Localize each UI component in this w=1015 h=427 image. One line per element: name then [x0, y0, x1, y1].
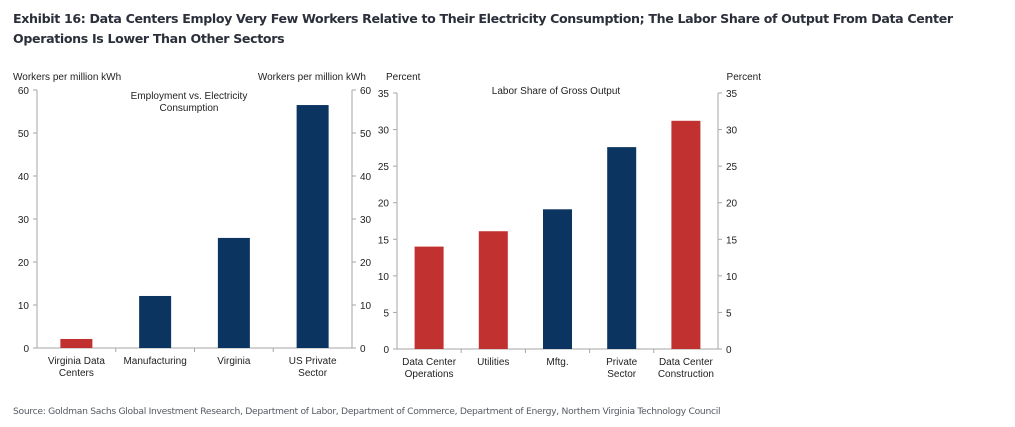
left-y-tick-label: 20	[378, 199, 390, 210]
bar	[414, 246, 444, 349]
left-y-tick-label: 15	[378, 235, 390, 246]
bar	[296, 105, 329, 348]
left-y-tick-label: 30	[378, 126, 390, 137]
x-category-label: Data Center	[402, 357, 457, 368]
x-category-label: Utilities	[477, 357, 509, 368]
bar	[543, 209, 572, 349]
right-y-tick-label: 40	[360, 172, 372, 183]
left-y-tick-label: 30	[18, 215, 30, 226]
left-y-tick-label: 20	[18, 258, 30, 269]
x-category-label: Data Center	[659, 357, 714, 368]
bar	[60, 338, 93, 348]
right-axis-unit-label: Percent	[727, 72, 762, 83]
left-y-tick-label: 50	[18, 129, 30, 140]
bar	[217, 237, 250, 348]
x-category-label: Virginia	[217, 356, 251, 367]
bar	[139, 295, 172, 348]
chart-2: 0 0 5 5 10 10 15 15 20 20 25 25 30 30 35 35 Percent Perce…	[378, 72, 761, 380]
x-category-label: Virginia Data	[48, 356, 106, 367]
exhibit-title: Exhibit 16: Data Centers Employ Very Few…	[13, 11, 953, 46]
x-category-label: US Private	[289, 356, 337, 367]
right-y-tick-label: 10	[360, 301, 372, 312]
chart-title: Labor Share of Gross Output	[492, 86, 621, 97]
chart-title: Consumption	[160, 103, 219, 114]
right-y-tick-label: 30	[360, 215, 372, 226]
right-y-tick-label: 0	[360, 344, 366, 355]
right-y-tick-label: 60	[360, 86, 372, 97]
left-y-tick-label: 10	[378, 272, 390, 283]
right-y-tick-label: 30	[726, 126, 738, 137]
right-y-tick-label: 10	[726, 272, 738, 283]
left-y-tick-label: 10	[18, 301, 30, 312]
x-category-label: Mftg.	[546, 357, 568, 368]
x-category-label: Construction	[658, 369, 714, 380]
right-y-tick-label: 25	[726, 162, 738, 173]
x-category-label: Sector	[607, 369, 637, 380]
left-y-tick-label: 40	[18, 172, 30, 183]
left-y-tick-label: 5	[383, 308, 389, 319]
right-y-tick-label: 0	[726, 345, 732, 356]
left-y-tick-label: 60	[18, 86, 30, 97]
left-y-tick-label: 0	[23, 344, 29, 355]
right-y-tick-label: 50	[360, 129, 372, 140]
source-note: Source: Goldman Sachs Global Investment …	[13, 406, 721, 417]
chart-1: 0 0 10 10 20 20 30 30 40 40 50 50 60 60 Workers per mi…	[13, 72, 372, 379]
x-category-label: Sector	[298, 368, 328, 379]
left-y-tick-label: 35	[378, 89, 390, 100]
right-y-tick-label: 15	[726, 235, 738, 246]
x-category-label: Private	[606, 357, 638, 368]
chart-title: Employment vs. Electricity	[131, 91, 248, 102]
right-y-tick-label: 5	[726, 308, 732, 319]
bar	[607, 147, 637, 349]
bar	[671, 120, 701, 350]
left-y-tick-label: 25	[378, 162, 390, 173]
x-category-label: Centers	[59, 368, 94, 379]
left-axis-unit-label: Percent	[386, 72, 421, 83]
left-y-tick-label: 0	[383, 345, 389, 356]
x-category-label: Operations	[405, 369, 454, 380]
left-axis-unit-label: Workers per million kWh	[13, 72, 121, 83]
right-y-tick-label: 20	[726, 199, 738, 210]
right-y-tick-label: 35	[726, 89, 738, 100]
bar	[478, 231, 508, 349]
right-y-tick-label: 20	[360, 258, 372, 269]
x-category-label: Manufacturing	[123, 356, 186, 367]
right-axis-unit-label: Workers per million kWh	[258, 72, 366, 83]
